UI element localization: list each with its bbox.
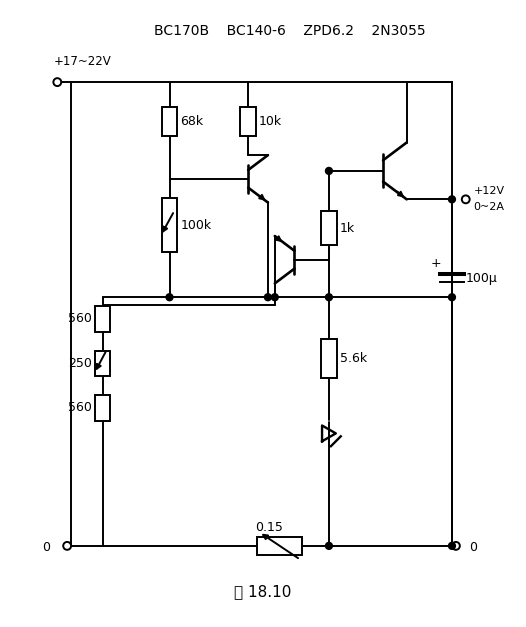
Circle shape [166,294,173,301]
Circle shape [462,196,470,203]
Text: 560: 560 [68,312,92,325]
Bar [240,107,256,137]
Circle shape [449,542,456,549]
Circle shape [449,196,456,203]
Circle shape [63,542,71,550]
Text: 10k: 10k [259,115,282,128]
Circle shape [326,542,332,549]
Circle shape [326,294,332,301]
Circle shape [271,294,278,301]
Bar [161,107,177,137]
Text: 0: 0 [43,541,50,554]
Text: 100µ: 100µ [466,271,498,285]
Text: +: + [431,257,441,270]
Bar [321,339,337,378]
Circle shape [449,294,456,301]
Text: BC170B    BC140-6    ZPD6.2    2N3055: BC170B BC140-6 ZPD6.2 2N3055 [154,24,426,38]
Text: 0: 0 [470,541,478,554]
Text: 0.15: 0.15 [255,521,283,534]
Text: 68k: 68k [180,115,204,128]
Text: 0~2A: 0~2A [473,203,504,212]
Bar [95,395,110,421]
Circle shape [326,167,332,174]
Circle shape [452,542,460,550]
Bar [95,306,110,332]
Text: 100k: 100k [180,219,211,232]
Bar [257,537,302,555]
Text: 560: 560 [68,401,92,414]
Bar [321,211,337,245]
Text: 图 18.10: 图 18.10 [234,584,292,599]
Text: 1k: 1k [340,222,355,234]
Text: 5.6k: 5.6k [340,352,367,365]
Circle shape [265,294,271,301]
Text: +12V: +12V [473,186,505,196]
Text: +17~22V: +17~22V [53,55,111,68]
Text: 250: 250 [68,357,92,370]
Circle shape [53,78,61,86]
Bar [161,198,177,252]
Bar [95,350,110,376]
